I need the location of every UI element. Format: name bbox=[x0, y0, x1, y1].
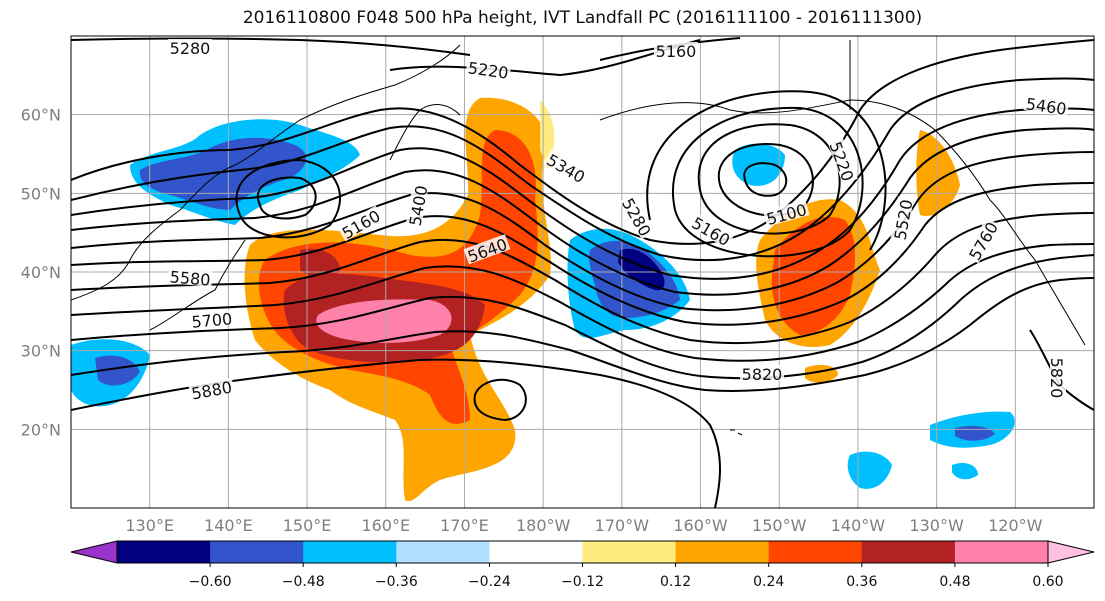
ivt-orange-coast bbox=[916, 130, 960, 216]
contour-east-low-1 bbox=[743, 162, 788, 197]
contour-label-5820: 5820 bbox=[1047, 356, 1066, 400]
contour-5220-e bbox=[646, 90, 887, 251]
contour-5700 bbox=[71, 243, 1094, 362]
contour-5820 bbox=[71, 277, 1094, 392]
contour-5640 bbox=[71, 212, 1094, 345]
colorbar-segment bbox=[954, 541, 1049, 563]
lon-label: 120°W bbox=[988, 516, 1043, 535]
colorbar-tick-label: −0.12 bbox=[561, 574, 604, 590]
svg-text:5700: 5700 bbox=[191, 309, 233, 331]
height-contours bbox=[71, 37, 1094, 508]
colorbar-tick-label: 0.60 bbox=[1032, 574, 1063, 590]
ivt-cyan-low bbox=[732, 143, 785, 186]
alaska-coast bbox=[599, 99, 1086, 346]
contour-label-5880: 5880 bbox=[188, 377, 235, 403]
ivt-cyan-se2 bbox=[847, 451, 892, 489]
lat-label: 20°N bbox=[21, 420, 61, 439]
lat-label: 30°N bbox=[21, 342, 61, 361]
gridlines bbox=[71, 36, 1094, 508]
colorbar-tick-label: −0.48 bbox=[282, 574, 325, 590]
contour-label-5160: 5160 bbox=[654, 42, 698, 61]
lon-label: 170°W bbox=[595, 516, 650, 535]
latitude-labels: 60°N 50°N 40°N 30°N 20°N bbox=[21, 106, 61, 440]
svg-text:5820: 5820 bbox=[742, 365, 783, 384]
lon-label: 170°E bbox=[440, 516, 489, 535]
colorbar-tick-label: −0.36 bbox=[375, 574, 418, 590]
svg-text:5580: 5580 bbox=[169, 267, 211, 289]
ivt-navy-kamchatka bbox=[618, 248, 665, 291]
contour-label-5280: 5280 bbox=[168, 39, 212, 58]
contour-label-5580: 5580 bbox=[167, 267, 213, 290]
colorbar-tick-label: 0.24 bbox=[753, 574, 784, 590]
colorbar-tick-label: 0.48 bbox=[939, 574, 970, 590]
svg-text:5820: 5820 bbox=[1047, 358, 1066, 399]
colorbar-tick-label: 0.36 bbox=[846, 574, 877, 590]
colorbar-tick-label: −0.60 bbox=[189, 574, 232, 590]
colorbar-segment bbox=[582, 541, 677, 563]
lon-label: 150°E bbox=[283, 516, 332, 535]
colorbar-tick-label: 0.12 bbox=[660, 574, 691, 590]
colorbar-segment bbox=[675, 541, 770, 563]
lon-label: 150°W bbox=[752, 516, 807, 535]
colorbar-tick-labels: −0.60 −0.48 −0.36 −0.24 −0.12 0.12 0.24 0.36 0.4… bbox=[189, 563, 1064, 590]
lon-label: 130°W bbox=[909, 516, 964, 535]
lon-label: 140°W bbox=[831, 516, 886, 535]
hawaii-islands bbox=[730, 429, 743, 436]
map-area bbox=[71, 36, 1094, 508]
colorbar-segment bbox=[396, 541, 490, 563]
lat-label: 50°N bbox=[21, 184, 61, 203]
colorbar-right-extend bbox=[1047, 540, 1095, 564]
contour-5520 bbox=[71, 151, 1094, 312]
svg-text:5160: 5160 bbox=[656, 42, 697, 61]
coastlines bbox=[71, 40, 1086, 436]
colorbar-segment bbox=[303, 541, 397, 563]
longitude-labels: 130°E 140°E 150°E 160°E 170°E 180°W 170°W 160°W… bbox=[125, 516, 1042, 535]
ivt-blue-west bbox=[139, 137, 307, 210]
contour-west-low-1 bbox=[256, 176, 317, 220]
contour-label-5820: 5820 bbox=[740, 365, 784, 384]
map-frame bbox=[70, 35, 1095, 509]
lon-label: 130°E bbox=[125, 516, 174, 535]
ivt-negative-shading bbox=[71, 119, 1015, 489]
ivt-pink-core bbox=[316, 299, 452, 343]
colorbar-segment bbox=[210, 541, 304, 563]
lon-label: 180°W bbox=[516, 516, 571, 535]
contour-5340 bbox=[71, 77, 1094, 262]
colorbar-segment bbox=[489, 541, 583, 563]
contour-5880-cell bbox=[473, 378, 527, 422]
colorbar-segment bbox=[768, 541, 863, 563]
lat-label: 40°N bbox=[21, 263, 61, 282]
map-title: 2016110800 F048 500 hPa height, IVT Land… bbox=[242, 8, 923, 28]
ivt-blue-sw bbox=[95, 355, 140, 386]
japan-coast bbox=[149, 239, 246, 331]
asia-coast bbox=[71, 44, 461, 301]
colorbar bbox=[70, 540, 1095, 564]
colorbar-segment bbox=[861, 541, 956, 563]
contour-east-low-2 bbox=[717, 143, 814, 217]
contour-5280-nw bbox=[71, 37, 471, 56]
ivt-cyan-se3 bbox=[952, 463, 978, 480]
lon-label: 160°E bbox=[361, 516, 410, 535]
lon-label: 140°E bbox=[204, 516, 253, 535]
colorbar-left-extend bbox=[70, 540, 118, 564]
colorbar-tick-label: −0.24 bbox=[468, 574, 511, 590]
colorbar-segment bbox=[117, 541, 211, 563]
contour-5400 bbox=[71, 107, 1094, 280]
contour-5280-e bbox=[71, 39, 1094, 245]
svg-text:5280: 5280 bbox=[170, 39, 211, 58]
contour-label-5700: 5700 bbox=[189, 309, 235, 332]
lat-label: 60°N bbox=[21, 106, 61, 125]
contour-5760 bbox=[71, 254, 1094, 380]
contour-west-low-2 bbox=[235, 158, 341, 239]
contour-5580 bbox=[71, 182, 1094, 326]
contour-5460 bbox=[71, 127, 1094, 296]
lon-label: 160°W bbox=[673, 516, 728, 535]
